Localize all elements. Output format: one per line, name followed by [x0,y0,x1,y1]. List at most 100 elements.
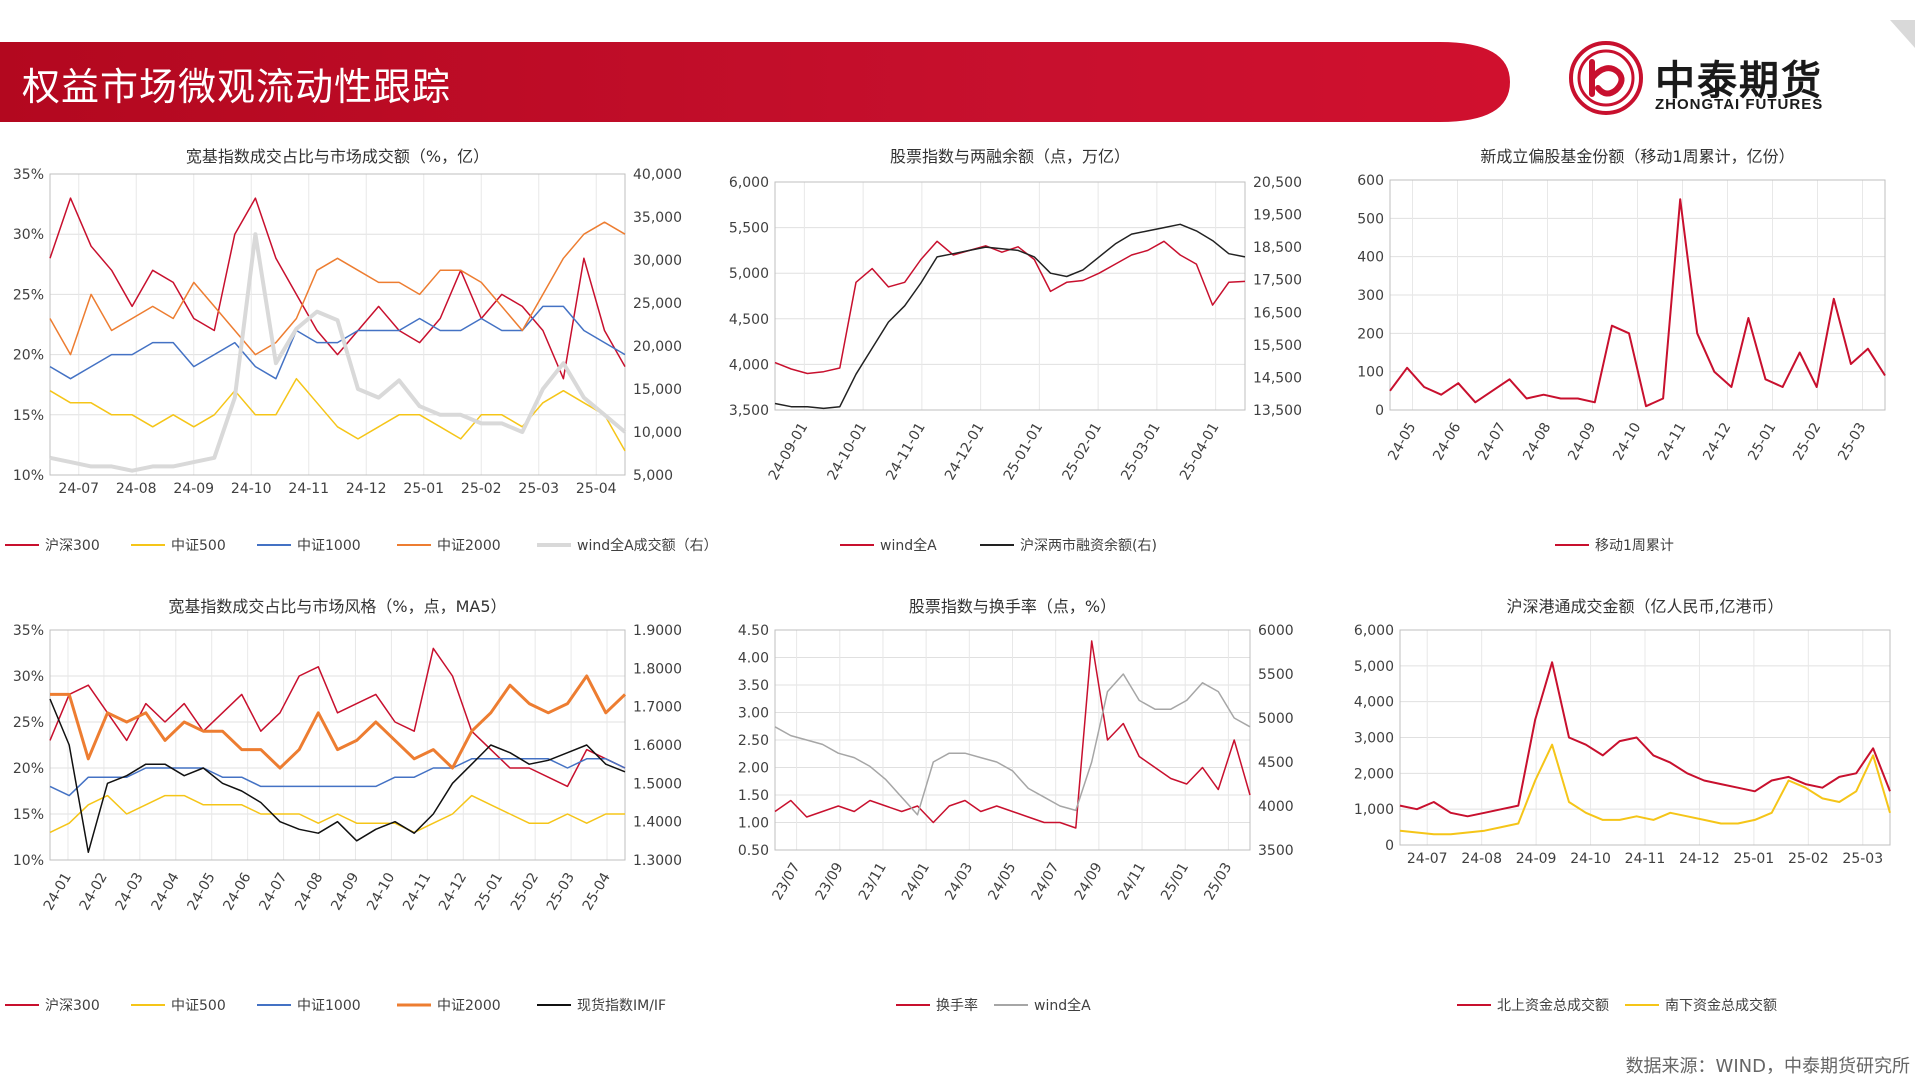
y-tick-label: 10% [13,468,44,484]
legend-label: 移动1周累计 [1595,538,1674,554]
x-tick-label: 24-08 [292,870,326,913]
logo-text-en: ZHONGTAI FUTURES [1655,96,1824,113]
y-tick-label: 3,000 [1354,731,1394,747]
y2-tick-label: 1.4000 [633,815,682,831]
legend-label: 沪深两市融资余额(右) [1020,537,1157,554]
x-tick-label: 25-04 [576,481,617,497]
y-tick-label: 0 [1385,838,1394,854]
y2-tick-label: 16,500 [1253,305,1302,321]
y-tick-label: 200 [1357,326,1384,342]
x-tick-label: 25-04-01 [1177,420,1223,483]
x-tick-label: 24-12 [436,870,470,913]
zhongtai-logo-icon [1569,41,1643,115]
y-tick-label: 10% [13,853,44,869]
x-tick-label: 24-05 [1385,420,1419,463]
y-tick-label: 100 [1357,365,1384,381]
x-tick-label: 24/01 [899,860,933,903]
x-tick-label: 24-12 [1700,420,1734,463]
y-tick-label: 1,000 [1354,802,1394,818]
y-tick-label: 0 [1375,403,1384,419]
x-tick-label: 24-05 [184,870,218,913]
series-line [49,305,626,380]
y-tick-label: 400 [1357,250,1384,266]
plot-frame [774,181,1246,411]
y-tick-label: 30% [13,669,44,685]
y2-tick-label: 17,500 [1253,273,1302,289]
legend-label: 中证1000 [297,998,361,1014]
y2-tick-label: 6000 [1258,623,1294,639]
legend-label: 中证500 [171,998,226,1014]
y-tick-label: 0.50 [738,843,769,859]
legend-label: 换手率 [936,997,978,1014]
series-line [49,197,626,380]
y2-tick-label: 25,000 [633,296,682,312]
x-tick-label: 25-03 [1835,420,1869,463]
data-source-note: 数据来源：WIND，中泰期货研究所 [1625,1056,1910,1077]
chart-title: 宽基指数成交占比与市场成交额（%，亿） [186,147,489,166]
y2-tick-label: 19,500 [1253,208,1302,224]
series-line [774,640,1251,829]
y-tick-label: 20% [13,761,44,777]
y2-tick-label: 1.9000 [633,623,682,639]
x-tick-label: 24-08 [1461,851,1502,867]
series-line [1389,198,1886,408]
x-tick-label: 23/07 [769,860,803,903]
x-tick-label: 24-12-01 [942,420,988,483]
x-tick-label: 24-09 [173,481,214,497]
y2-tick-label: 4500 [1258,755,1294,771]
x-tick-label: 24-10 [231,481,272,497]
y-tick-label: 3.50 [738,678,769,694]
legend-label: 中证1000 [297,538,361,554]
x-tick-label: 25-03 [518,481,559,497]
series-line [774,223,1246,410]
y-tick-label: 4.50 [738,623,769,639]
chart-stock-connect-turnover: 沪深港通成交金额（亿人民币,亿港币） 0 1,000 2,000 3,000 4,000 5… [1354,597,1891,1014]
y-tick-label: 500 [1357,211,1384,227]
x-tick-label: 24-10 [1570,851,1611,867]
legend-label: 北上资金总成交额 [1497,997,1609,1014]
x-tick-label: 24-09 [1516,851,1557,867]
y2-tick-label: 13,500 [1253,403,1302,419]
chart-broad-index-share-style: 宽基指数成交占比与市场风格（%，点，MA5） 10% 15% 20% 25% 30% 35%… [5,597,682,1014]
chart-broad-index-turnover-share: 宽基指数成交占比与市场成交额（%，亿） 10% 15% 20% 25% 30% 35% 5,0… [5,147,718,554]
x-tick-label: 24-03 [113,870,147,913]
y-tick-label: 2.00 [738,761,769,777]
y-tick-label: 2.50 [738,733,769,749]
plot-frame [774,629,1251,851]
y-tick-label: 15% [13,408,44,424]
y-tick-label: 15% [13,807,44,823]
y-tick-label: 1.00 [738,816,769,832]
x-tick-label: 25-02 [508,870,542,913]
plot-frame [49,173,626,476]
plot-frame [49,629,626,861]
x-tick-label: 25-01 [403,481,444,497]
x-tick-label: 23/11 [856,860,890,903]
y-tick-label: 3.00 [738,706,769,722]
x-tick-label: 24/07 [1029,860,1063,903]
x-tick-label: 24-10-01 [824,420,870,483]
x-tick-label: 24-11-01 [883,420,929,483]
chart-new-equity-fund-shares: 新成立偏股基金份额（移动1周累计，亿份） 0 100 200 300 400 500 600 2… [1357,147,1886,554]
legend-label: 中证2000 [437,998,501,1014]
y-tick-label: 6,000 [729,175,769,191]
x-tick-label: 24-08 [116,481,157,497]
y2-tick-label: 5000 [1258,711,1294,727]
x-tick-label: 24-07 [58,481,99,497]
x-tick-label: 25-01 [1745,420,1779,463]
y-tick-label: 25% [13,715,44,731]
y2-tick-label: 3500 [1258,843,1294,859]
page-title: 权益市场微观流动性跟踪 [22,65,452,109]
x-tick-label: 24-07 [1475,420,1509,463]
x-tick-label: 24-09 [328,870,362,913]
series-line [1399,661,1891,818]
chart-title: 新成立偏股基金份额（移动1周累计，亿份） [1480,147,1794,166]
series-line [50,674,627,770]
x-tick-label: 25-02 [461,481,502,497]
x-tick-label: 24-06 [1430,420,1464,463]
y2-tick-label: 1.7000 [633,700,682,716]
y2-tick-label: 18,500 [1253,240,1302,256]
y2-tick-label: 14,500 [1253,370,1302,386]
y-tick-label: 600 [1357,173,1384,189]
x-tick-label: 24-10 [1610,420,1644,463]
y-tick-label: 35% [13,167,44,183]
